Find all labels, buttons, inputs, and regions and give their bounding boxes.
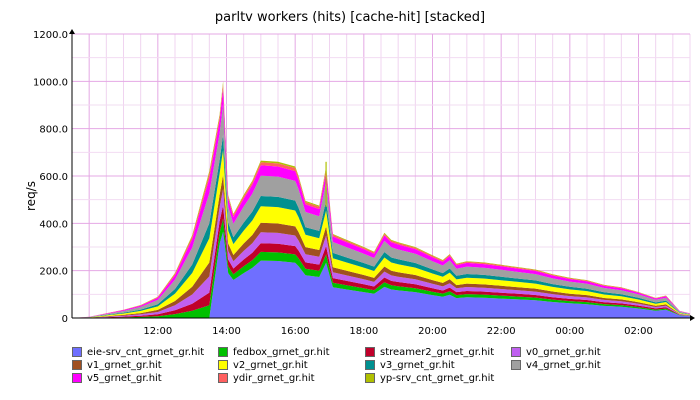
y-tick-label: 1200.0 [33, 30, 68, 41]
x-tick-label: 14:00 [212, 326, 241, 337]
x-tick-label: 02:00 [624, 326, 653, 337]
y-axis-arrow [69, 29, 75, 34]
x-tick-label: 00:00 [555, 326, 584, 337]
x-tick-label: 12:00 [143, 326, 172, 337]
x-tick-labels: 12:00 14:00 16:00 18:00 20:00 22:00 00:00 02:00 [143, 326, 652, 337]
y-tick-label: 200.0 [39, 267, 68, 278]
x-tick-label: 20:00 [418, 326, 447, 337]
x-axis-arrow [690, 315, 695, 321]
y-tick-label: 800.0 [39, 125, 68, 136]
series-area-eie-srv_cnt_grnet_gr.hit [72, 231, 690, 318]
chart-title: parltv workers (hits) [cache-hit] [stack… [215, 10, 485, 25]
y-tick-label: 600.0 [39, 172, 68, 183]
y-tick-label: 400.0 [39, 219, 68, 230]
series-areas [72, 81, 690, 319]
y-axis-label: req/s [24, 181, 38, 211]
x-tick-label: 16:00 [281, 326, 310, 337]
x-tick-label: 22:00 [487, 326, 516, 337]
y-tick-labels: 0 200.0 400.0 600.0 800.0 1000.0 1200.0 [33, 30, 68, 325]
axes [69, 29, 695, 321]
x-tick-label: 18:00 [349, 326, 378, 337]
y-tick-label: 1000.0 [33, 77, 68, 88]
y-tick-label: 0 [62, 314, 68, 325]
